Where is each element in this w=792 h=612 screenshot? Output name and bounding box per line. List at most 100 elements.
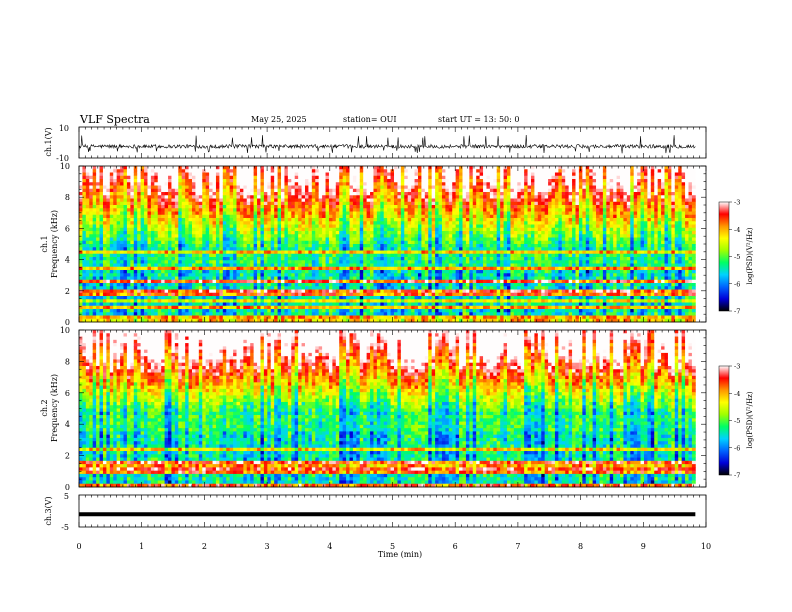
spectrogram-cell bbox=[164, 211, 169, 216]
spectrogram-cell bbox=[349, 214, 354, 219]
spectrogram-cell bbox=[137, 299, 142, 303]
spectrogram-cell bbox=[236, 299, 241, 303]
spectrogram-cell bbox=[363, 296, 368, 300]
spectrogram-cell bbox=[284, 208, 289, 212]
spectrogram-cell bbox=[390, 289, 395, 294]
spectrogram-cell bbox=[233, 198, 237, 203]
spectrogram-cell bbox=[209, 198, 213, 203]
spectrogram-cell bbox=[356, 185, 361, 190]
spectrogram-cell bbox=[417, 182, 422, 186]
spectrogram-cell bbox=[373, 257, 378, 261]
spectrogram-cell bbox=[133, 211, 138, 216]
spectrogram-cell bbox=[92, 185, 97, 190]
spectrogram-cell bbox=[185, 276, 189, 281]
spectrogram-cell bbox=[318, 179, 323, 183]
spectrogram-cell bbox=[243, 257, 248, 261]
spectrogram-cell bbox=[380, 166, 385, 170]
spectrogram-cell bbox=[270, 192, 275, 196]
spectrogram-cell bbox=[126, 234, 131, 238]
spectrogram-cell bbox=[253, 188, 258, 193]
spectrogram-cell bbox=[414, 205, 419, 209]
spectrogram-cell bbox=[356, 166, 361, 170]
spectrogram-cell bbox=[339, 227, 344, 232]
spectrogram-cell bbox=[342, 279, 347, 284]
spectrogram-cell bbox=[257, 240, 261, 245]
spectrogram-cell bbox=[284, 283, 289, 287]
spectrogram-cell bbox=[188, 250, 193, 255]
spectrogram-cell bbox=[85, 211, 90, 216]
spectrogram-cell bbox=[349, 260, 354, 264]
spectrogram-cell bbox=[243, 260, 248, 264]
spectrogram-cell bbox=[243, 188, 248, 193]
spectrogram-cell bbox=[246, 182, 251, 186]
spectrogram-cell bbox=[181, 221, 186, 225]
spectrogram-cell bbox=[394, 185, 398, 190]
spectrogram-cell bbox=[198, 240, 203, 245]
spectrogram-cell bbox=[308, 244, 313, 248]
spectrogram-cell bbox=[263, 305, 268, 310]
spectrogram-cell bbox=[85, 237, 90, 242]
spectrogram-cell bbox=[263, 172, 268, 177]
spectrogram-cell bbox=[85, 240, 90, 245]
spectrogram-cell bbox=[243, 318, 248, 323]
spectrogram-cell bbox=[349, 273, 354, 277]
spectrogram-cell bbox=[404, 253, 409, 258]
spectrogram-cell bbox=[370, 305, 374, 310]
spectrogram-cell bbox=[308, 224, 313, 229]
spectrogram-cell bbox=[226, 166, 231, 170]
spectrogram-cell bbox=[130, 172, 135, 177]
spectrogram-cell bbox=[335, 276, 340, 281]
spectrogram-cell bbox=[404, 201, 409, 206]
spectrogram-cell bbox=[126, 257, 131, 261]
spectrogram-cell bbox=[222, 234, 227, 238]
spectrogram-cell bbox=[335, 279, 340, 284]
spectrogram-cell bbox=[79, 198, 83, 203]
spectrogram-cell bbox=[215, 172, 220, 177]
spectrogram-cell bbox=[404, 309, 409, 313]
spectrogram-cell bbox=[185, 257, 189, 261]
spectrogram-cell bbox=[404, 273, 409, 277]
spectrogram-cell bbox=[281, 289, 285, 294]
spectrogram-cell bbox=[133, 257, 138, 261]
spectrogram-cell bbox=[106, 273, 111, 277]
spectrogram-cell bbox=[291, 169, 296, 173]
spectrogram-cell bbox=[113, 296, 118, 300]
spectrogram-cell bbox=[147, 283, 152, 287]
spectrogram-cell bbox=[383, 253, 388, 258]
spectrogram-cell bbox=[298, 208, 302, 212]
spectrogram-cell bbox=[233, 296, 237, 300]
spectrogram-cell bbox=[82, 185, 87, 190]
spectrogram-cell bbox=[181, 218, 186, 222]
spectrogram-cell bbox=[332, 273, 337, 277]
spectrogram-cell bbox=[144, 260, 148, 264]
spectrogram-cell bbox=[342, 260, 347, 264]
spectrogram-cell bbox=[79, 231, 83, 235]
spectrogram-cell bbox=[174, 201, 179, 206]
spectrogram-cell bbox=[212, 195, 217, 199]
spectrogram-cell bbox=[174, 172, 179, 177]
spectrogram-cell bbox=[192, 289, 196, 294]
spectrogram-cell bbox=[154, 195, 159, 199]
spectrogram-cell bbox=[174, 231, 179, 235]
spectrogram-cell bbox=[181, 250, 186, 255]
spectrogram-cell bbox=[263, 201, 268, 206]
spectrogram-cell bbox=[113, 266, 118, 271]
spectrogram-cell bbox=[349, 188, 354, 193]
spectrogram-cell bbox=[161, 188, 165, 193]
spectrogram-cell bbox=[359, 302, 364, 307]
spectrogram-cell bbox=[287, 286, 292, 290]
spectrogram-cell bbox=[188, 195, 193, 199]
spectrogram-cell bbox=[236, 172, 241, 177]
spectrogram-cell bbox=[188, 188, 193, 193]
spectrogram-cell bbox=[267, 253, 272, 258]
spectrogram-cell bbox=[144, 224, 148, 229]
spectrogram-cell bbox=[380, 263, 385, 268]
spectrogram-cell bbox=[229, 214, 234, 219]
spectrogram-cell bbox=[387, 201, 391, 206]
spectrogram-cell bbox=[397, 179, 402, 183]
spectrogram-cell bbox=[82, 244, 87, 248]
spectrogram-cell bbox=[96, 188, 100, 193]
spectrogram-cell bbox=[277, 266, 282, 271]
spectrogram-cell bbox=[414, 257, 419, 261]
spectrogram-cell bbox=[89, 166, 94, 170]
